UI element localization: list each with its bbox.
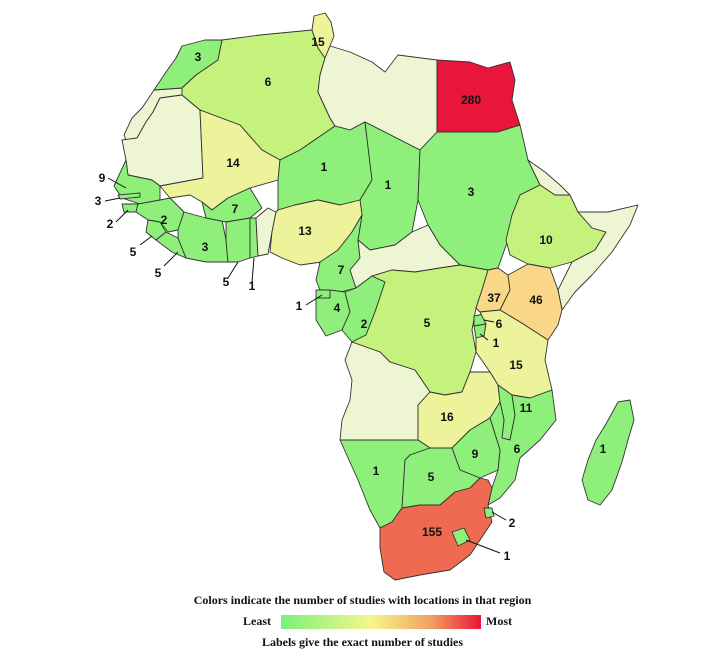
label-ghana: 5	[223, 275, 230, 289]
label-equatorial-guinea: 1	[296, 299, 303, 313]
region-madagascar[interactable]	[581, 399, 635, 506]
legend-title: Colors indicate the number of studies wi…	[193, 593, 532, 607]
label-sudan: 3	[468, 185, 475, 199]
label-guinea-bissau: 2	[107, 217, 114, 231]
label-morocco: 3	[195, 50, 202, 64]
region-somalia[interactable]	[557, 204, 639, 311]
region-kenya[interactable]	[499, 263, 563, 341]
region-guinea[interactable]	[135, 197, 185, 233]
label-chad: 1	[385, 178, 392, 192]
label-zimbabwe: 9	[472, 447, 479, 461]
label-south-africa: 155	[422, 525, 442, 539]
label-burkina-faso: 7	[232, 202, 239, 216]
label-namibia: 1	[373, 464, 380, 478]
legend-note: Labels give the exact number of studies	[261, 635, 464, 649]
legend-most-label: Most	[486, 614, 512, 628]
label-swaziland: 2	[509, 516, 516, 530]
label-egypt: 280	[461, 93, 481, 107]
label-gambia: 3	[95, 194, 102, 208]
label-liberia: 5	[155, 266, 162, 280]
label-nigeria: 13	[298, 224, 312, 238]
label-kenya: 46	[529, 293, 543, 307]
label-malawi: 11	[520, 401, 533, 415]
legend-color-bar	[281, 615, 481, 629]
label-guinea: 2	[161, 213, 168, 227]
label-uganda: 37	[487, 291, 501, 305]
label-tanzania: 15	[509, 358, 523, 372]
label-madagascar: 1	[600, 442, 607, 456]
label-tunisia: 15	[311, 35, 325, 49]
label-togo: 1	[249, 279, 256, 293]
label-botswana: 5	[428, 470, 435, 484]
legend: Least Most	[0, 614, 725, 630]
label-drc: 5	[424, 316, 431, 330]
region-guinea-bissau[interactable]	[121, 203, 139, 213]
region-lesotho[interactable]	[451, 527, 471, 547]
label-ethiopia: 10	[539, 233, 553, 247]
region-equatorial-guinea[interactable]	[315, 289, 331, 299]
label-mozambique: 6	[514, 442, 521, 456]
region-swaziland[interactable]	[483, 507, 495, 519]
label-cameroon: 7	[338, 263, 345, 277]
label-burundi: 1	[493, 336, 500, 350]
region-mauritania[interactable]	[121, 94, 204, 187]
region-burkina-faso[interactable]	[201, 187, 263, 223]
label-niger: 1	[321, 160, 328, 174]
region-south-africa[interactable]	[379, 477, 493, 581]
label-senegal: 9	[99, 171, 106, 185]
label-cote-divoire: 3	[202, 240, 209, 254]
label-zambia: 16	[440, 410, 454, 424]
leader-lines	[104, 177, 507, 554]
label-gabon: 4	[334, 301, 341, 315]
region-ghana[interactable]	[225, 217, 251, 263]
africa-map: 3 6 15 280 14 1 1 3 9 3 2 2 5 5 3 7 5 1 …	[95, 12, 639, 581]
label-lesotho: 1	[504, 549, 511, 563]
label-rwanda: 6	[496, 317, 503, 331]
value-labels: 3 6 15 280 14 1 1 3 9 3 2 2 5 5 3 7 5 1 …	[95, 35, 607, 563]
region-sudan[interactable]	[417, 124, 541, 271]
label-mali: 14	[226, 156, 240, 170]
label-sierra-leone: 5	[130, 245, 137, 259]
label-algeria: 6	[265, 75, 272, 89]
region-tunisia[interactable]	[311, 12, 335, 59]
legend-least-label: Least	[243, 614, 271, 628]
label-congo: 2	[361, 317, 368, 331]
